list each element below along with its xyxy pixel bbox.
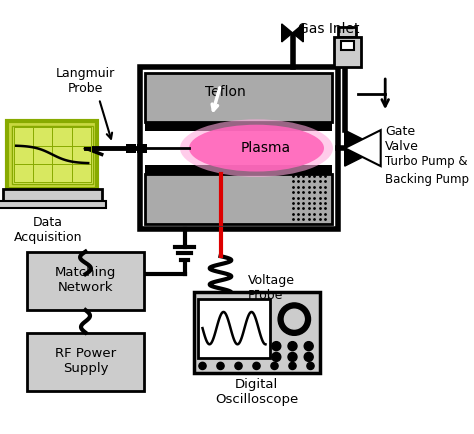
Polygon shape [345,130,381,166]
Circle shape [307,362,314,369]
Bar [341,41,354,50]
Circle shape [288,342,297,351]
Text: Backing Pump: Backing Pump [385,173,469,186]
Circle shape [271,362,278,369]
Bar [198,299,270,358]
Bar [145,174,332,224]
Circle shape [284,309,304,329]
Bar [145,122,332,131]
Bar [142,144,146,153]
Circle shape [199,362,206,369]
Polygon shape [282,24,292,42]
Circle shape [272,352,281,362]
Circle shape [272,342,281,351]
Bar [126,144,130,153]
Text: Plasma: Plasma [240,141,291,155]
Bar [193,292,319,373]
Circle shape [304,352,313,362]
Text: Langmuir
Probe: Langmuir Probe [56,66,115,95]
Bar [131,144,136,153]
Text: Teflon: Teflon [205,85,246,99]
Bar [338,26,356,37]
Text: Gas Inlet: Gas Inlet [298,22,359,36]
Bar [27,332,144,391]
Text: RF Power
Supply: RF Power Supply [55,348,116,375]
Ellipse shape [180,119,333,177]
Bar [334,37,361,67]
Bar [27,252,144,310]
Bar [3,189,102,201]
Circle shape [235,362,242,369]
Circle shape [304,342,313,351]
Bar [139,67,337,229]
Polygon shape [292,24,303,42]
Circle shape [253,362,260,369]
Text: Gate
Valve: Gate Valve [385,125,419,153]
Bar [12,125,93,184]
Bar [0,201,106,208]
Text: Matching
Network: Matching Network [55,266,116,294]
Circle shape [278,303,310,335]
Bar [7,121,97,189]
Polygon shape [345,130,381,166]
Circle shape [288,352,297,362]
Bar [137,144,141,153]
Text: Data
Acquisition: Data Acquisition [13,216,82,243]
Text: Voltage
Probe: Voltage Probe [247,274,294,302]
Text: Turbo Pump &: Turbo Pump & [385,155,468,168]
Bar [145,72,332,122]
Bar [145,165,332,174]
Circle shape [217,362,224,369]
Circle shape [289,362,296,369]
Ellipse shape [189,125,324,171]
Text: Digital
Oscilloscope: Digital Oscilloscope [215,378,298,406]
